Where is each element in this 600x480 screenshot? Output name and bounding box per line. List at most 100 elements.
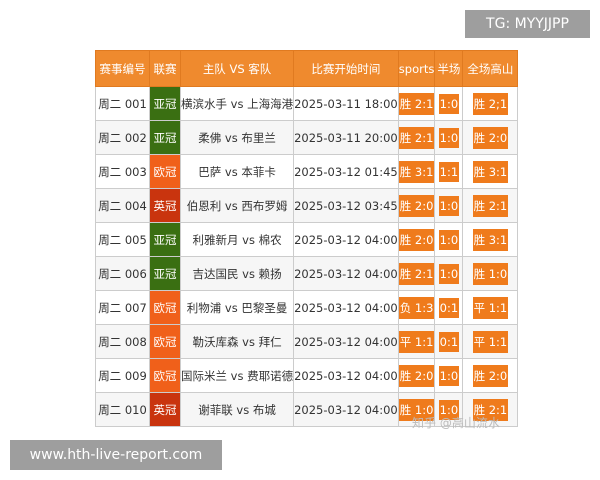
cell-full: 平 1:1 <box>462 290 519 325</box>
cell-id: 周二 005 <box>95 222 150 257</box>
cell-id: 周二 009 <box>95 358 150 393</box>
cell-half: 1:0 <box>434 86 464 121</box>
cell-league: 英冠 <box>149 392 181 427</box>
column-header: sports <box>397 50 436 87</box>
cell-league: 亚冠 <box>149 120 181 155</box>
cell-full: 胜 3:1 <box>462 154 519 189</box>
cell-time: 2025-03-11 18:00 <box>293 86 399 121</box>
cell-match: 横滨水手 vs 上海海港 <box>179 86 295 121</box>
table-row: 周二 010 英冠 谢菲联 vs 布城 2025-03-12 04:00 胜 1:0 1:… <box>95 392 519 427</box>
cell-league: 英冠 <box>149 188 181 223</box>
cell-full: 胜 3:1 <box>462 222 519 257</box>
cell-league: 亚冠 <box>149 222 181 257</box>
result-badge: 1:0 <box>438 93 460 114</box>
result-badge: 胜 3:1 <box>398 160 435 183</box>
table-row: 周二 009 欧冠 国际米兰 vs 费耶诺德 2025-03-12 04:00 胜 2:… <box>95 358 519 393</box>
cell-league: 欧冠 <box>149 358 181 393</box>
cell-half: 1:0 <box>434 188 464 223</box>
cell-match: 利物浦 vs 巴黎圣曼 <box>179 290 295 325</box>
cell-id: 周二 010 <box>95 392 150 427</box>
cell-full: 胜 2:0 <box>462 120 519 155</box>
table-row: 周二 008 欧冠 勒沃库森 vs 拜仁 2025-03-12 04:00 平 1:1 0… <box>95 324 519 359</box>
result-badge: 1:0 <box>438 365 460 386</box>
result-badge: 平 1:1 <box>472 330 509 353</box>
column-header: 全场高山 <box>462 50 519 87</box>
cell-half: 1:0 <box>434 392 464 427</box>
result-badge: 平 1:1 <box>398 330 435 353</box>
result-badge: 1:0 <box>438 399 460 420</box>
cell-sports: 胜 2:0 <box>397 188 436 223</box>
column-header: 比赛开始时间 <box>293 50 399 87</box>
cell-sports: 胜 2:1 <box>397 256 436 291</box>
cell-time: 2025-03-12 04:00 <box>293 324 399 359</box>
table-row: 周二 001 亚冠 横滨水手 vs 上海海港 2025-03-11 18:00 胜 2:… <box>95 86 519 121</box>
result-badge: 负 1:3 <box>398 296 435 319</box>
cell-half: 1:0 <box>434 256 464 291</box>
cell-match: 吉达国民 vs 赖扬 <box>179 256 295 291</box>
cell-half: 1:0 <box>434 120 464 155</box>
result-badge: 胜 2:1 <box>472 194 509 217</box>
result-badge: 胜 3:1 <box>472 160 509 183</box>
cell-sports: 平 1:1 <box>397 324 436 359</box>
table-row: 周二 005 亚冠 利雅新月 vs 棉农 2025-03-12 04:00 胜 2:0 1… <box>95 222 519 257</box>
cell-id: 周二 006 <box>95 256 150 291</box>
cell-half: 1:0 <box>434 222 464 257</box>
cell-full: 胜 2:0 <box>462 358 519 393</box>
result-badge: 胜 2:1 <box>398 126 435 149</box>
cell-match: 巴萨 vs 本菲卡 <box>179 154 295 189</box>
cell-league: 亚冠 <box>149 86 181 121</box>
result-badge: 胜 2:0 <box>472 126 509 149</box>
result-badge: 胜 2:0 <box>398 364 435 387</box>
cell-time: 2025-03-12 04:00 <box>293 358 399 393</box>
cell-sports: 胜 2:1 <box>397 120 436 155</box>
result-badge: 胜 3:1 <box>472 228 509 251</box>
cell-id: 周二 008 <box>95 324 150 359</box>
cell-league: 亚冠 <box>149 256 181 291</box>
cell-match: 谢菲联 vs 布城 <box>179 392 295 427</box>
cell-time: 2025-03-11 20:00 <box>293 120 399 155</box>
cell-full: 胜 2:1 <box>462 188 519 223</box>
result-badge: 1:0 <box>438 195 460 216</box>
column-header: 主队 VS 客队 <box>179 50 295 87</box>
column-header: 赛事编号 <box>95 50 150 87</box>
result-badge: 1:0 <box>438 263 460 284</box>
cell-time: 2025-03-12 03:45 <box>293 188 399 223</box>
cell-match: 利雅新月 vs 棉农 <box>179 222 295 257</box>
cell-full: 胜 1:0 <box>462 256 519 291</box>
cell-half: 0:1 <box>434 290 464 325</box>
tg-banner: TG: MYYJJPP <box>465 10 590 38</box>
cell-id: 周二 002 <box>95 120 150 155</box>
cell-sports: 胜 2:1 <box>397 86 436 121</box>
cell-id: 周二 004 <box>95 188 150 223</box>
cell-match: 柔佛 vs 布里兰 <box>179 120 295 155</box>
result-badge: 胜 1:0 <box>472 262 509 285</box>
match-table: 赛事编号 联赛 主队 VS 客队 比赛开始时间 sports 半场 全场高山 周二 001 亚… <box>95 50 519 427</box>
cell-league: 欧冠 <box>149 154 181 189</box>
cell-full: 胜 2;1 <box>462 86 519 121</box>
watermark: 知乎 @高山流水 <box>412 416 500 430</box>
cell-time: 2025-03-12 04:00 <box>293 222 399 257</box>
result-badge: 胜 2:0 <box>398 194 435 217</box>
cell-sports: 胜 1:0 <box>397 392 436 427</box>
table-header: 赛事编号 联赛 主队 VS 客队 比赛开始时间 sports 半场 全场高山 <box>95 50 519 87</box>
cell-match: 伯恩利 vs 西布罗姆 <box>179 188 295 223</box>
result-badge: 0:1 <box>438 297 460 318</box>
cell-sports: 胜 3:1 <box>397 154 436 189</box>
cell-half: 0:1 <box>434 324 464 359</box>
column-header: 联赛 <box>149 50 181 87</box>
result-badge: 1:0 <box>438 229 460 250</box>
table-row: 周二 004 英冠 伯恩利 vs 西布罗姆 2025-03-12 03:45 胜 2:0… <box>95 188 519 223</box>
cell-league: 欧冠 <box>149 290 181 325</box>
result-badge: 胜 2:1 <box>398 262 435 285</box>
result-badge: 胜 2;1 <box>472 92 509 115</box>
result-badge: 胜 2:1 <box>472 398 509 421</box>
result-badge: 胜 1:0 <box>398 398 435 421</box>
cell-id: 周二 007 <box>95 290 150 325</box>
result-badge: 1:1 <box>438 161 460 182</box>
cell-time: 2025-03-12 04:00 <box>293 290 399 325</box>
cell-id: 周二 003 <box>95 154 150 189</box>
cell-full: 胜 2:1 <box>462 392 519 427</box>
table-row: 周二 007 欧冠 利物浦 vs 巴黎圣曼 2025-03-12 04:00 负 1:3… <box>95 290 519 325</box>
result-badge: 胜 2:0 <box>472 364 509 387</box>
site-banner[interactable]: www.hth-live-report.com <box>10 440 222 470</box>
